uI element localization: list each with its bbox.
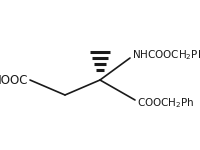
Text: HOOC: HOOC (0, 74, 28, 87)
Text: COOCH$_2$Ph: COOCH$_2$Ph (137, 96, 195, 110)
Text: NHCOOCH$_2$Ph: NHCOOCH$_2$Ph (132, 48, 200, 62)
